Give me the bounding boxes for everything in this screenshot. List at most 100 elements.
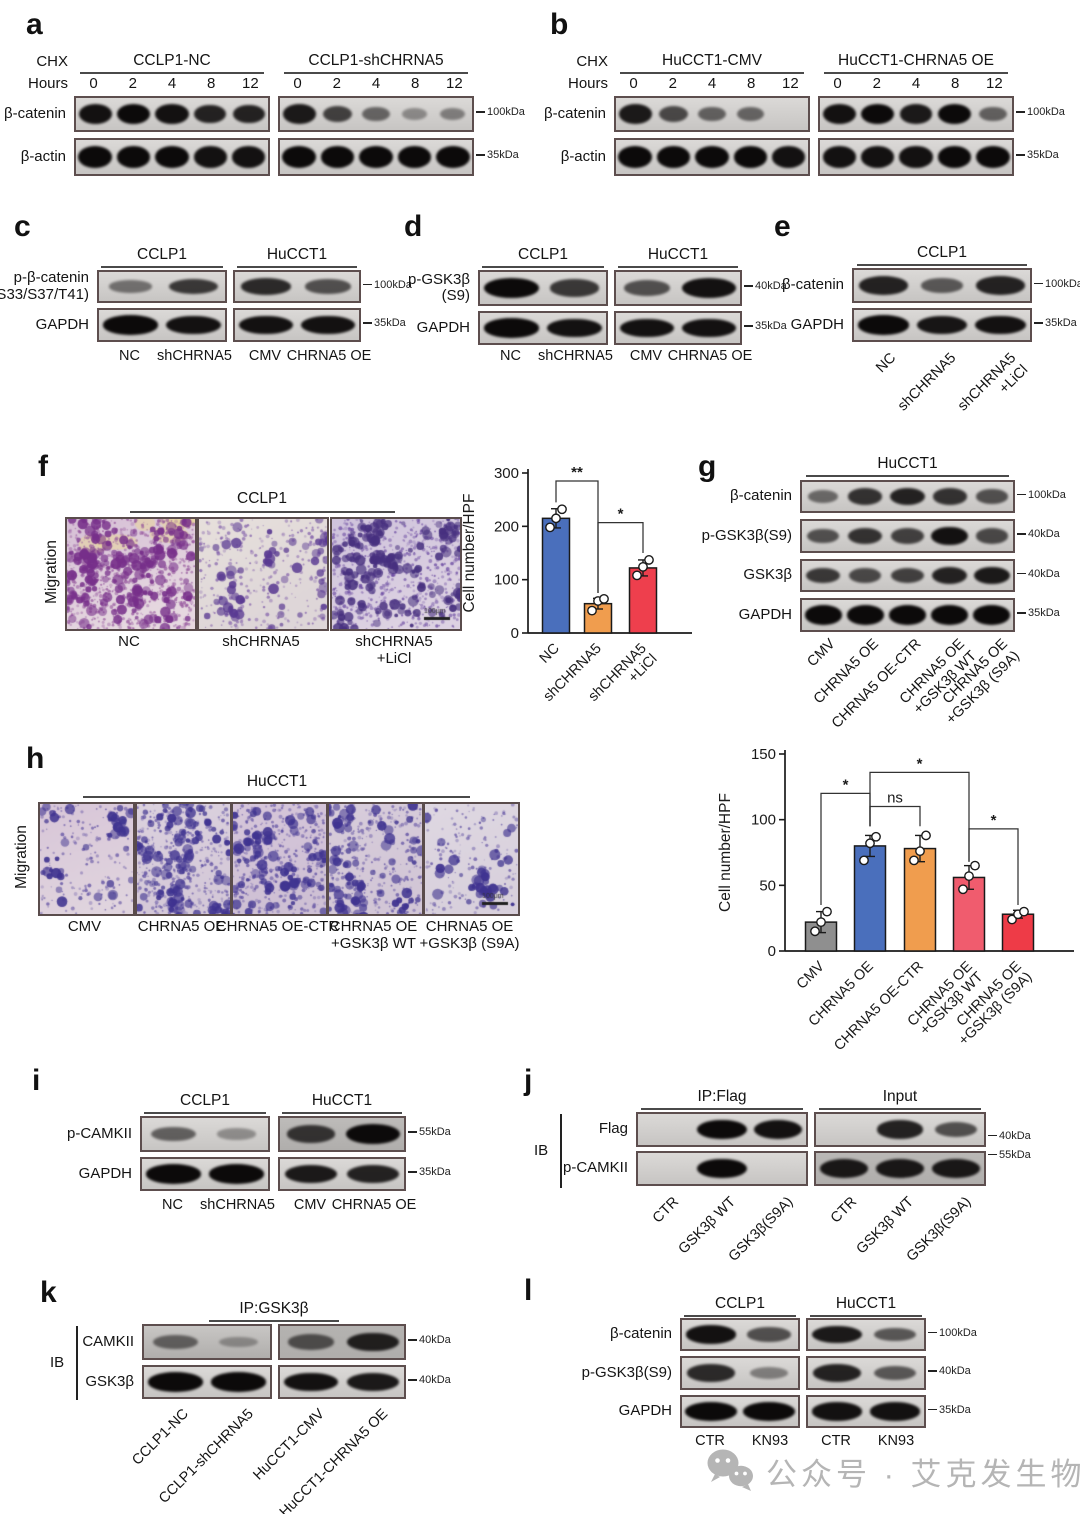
protein-band <box>876 1159 924 1178</box>
marker-tick <box>476 154 485 156</box>
protein-band <box>849 568 882 583</box>
svg-text:ns: ns <box>887 790 903 807</box>
protein-band <box>931 605 969 625</box>
lane-label: shCHRNA5 +LiCl <box>955 350 1032 415</box>
molecular-weight-marker: 35kDa <box>408 1166 451 1178</box>
ib-bracket-line <box>560 1114 562 1188</box>
ib-label: IB <box>50 1354 65 1371</box>
protein-band <box>812 1325 862 1344</box>
protein-band <box>620 318 674 338</box>
svg-text:*: * <box>917 755 923 772</box>
blot-box <box>278 138 474 176</box>
lane-label: CHRNA5 OE <box>667 348 753 364</box>
blot-box <box>278 1365 406 1399</box>
protein-band <box>282 146 317 168</box>
lane-label: CTR <box>649 1194 682 1227</box>
protein-band <box>891 528 924 544</box>
hour-tick: 0 <box>833 75 842 92</box>
molecular-weight-marker: 35kDa <box>1016 149 1059 161</box>
protein-band <box>116 146 151 168</box>
svg-text:Cell number/HPF: Cell number/HPF <box>461 494 478 613</box>
protein-band <box>682 318 736 338</box>
row-label: GAPDH <box>416 318 470 336</box>
protein-band <box>899 146 933 168</box>
protein-band <box>812 1364 862 1382</box>
migration-image-label: CMV <box>67 918 102 935</box>
hour-tick: 4 <box>911 75 921 92</box>
row-label: GAPDH <box>738 605 792 623</box>
protein-band <box>168 278 219 295</box>
blot-box <box>852 308 1032 342</box>
svg-text:300: 300 <box>494 465 519 482</box>
lane-label: NC <box>873 350 900 377</box>
molecular-weight-marker: 100kDa <box>928 1327 977 1339</box>
hours-label: Hours <box>567 75 608 92</box>
lane-label: CMV <box>248 348 282 364</box>
protein-band <box>78 146 113 168</box>
row-label: GAPDH <box>790 315 844 333</box>
blot-box <box>278 1324 406 1360</box>
molecular-weight-marker: 100kDa <box>1034 278 1080 290</box>
hour-tick: 8 <box>207 75 216 92</box>
protein-band <box>697 1119 747 1140</box>
svg-text:CMV: CMV <box>794 958 828 992</box>
group-title: HuCCT1 <box>647 246 709 263</box>
protein-band <box>286 1125 336 1143</box>
blot-box <box>97 308 227 342</box>
group-underline <box>100 266 224 269</box>
lane-label: shCHRNA5 <box>895 350 960 415</box>
group-title: HuCCT1-CHRNA5 OE <box>838 52 994 69</box>
molecular-weight-marker: 100kDa <box>1017 489 1066 501</box>
group-underline <box>823 72 1009 75</box>
lane-label: shCHRNA5 <box>157 348 232 364</box>
protein-band <box>976 489 1008 504</box>
protein-band <box>483 318 540 338</box>
blot-box <box>806 1395 926 1428</box>
blot-box <box>233 308 361 342</box>
blot-box <box>140 1116 270 1152</box>
protein-band <box>346 1372 400 1392</box>
protein-band <box>347 1332 399 1352</box>
migration-canvas <box>329 804 422 914</box>
protein-band <box>208 1164 265 1184</box>
row-label: p-CAMKII <box>66 1124 132 1142</box>
blot-box <box>74 138 270 176</box>
protein-band <box>750 1367 788 1379</box>
blot-box <box>614 96 810 132</box>
protein-band <box>848 527 883 545</box>
lane-label: CTR <box>827 1194 860 1227</box>
group-underline <box>641 1108 803 1111</box>
protein-band <box>397 146 432 168</box>
protein-band <box>975 146 1010 168</box>
blot-box <box>140 1157 270 1191</box>
group-underline <box>209 1320 339 1323</box>
marker-tick <box>928 1370 937 1372</box>
hour-tick: 2 <box>332 75 341 92</box>
migration-side-label: Migration <box>43 540 60 604</box>
watermark-text: 公众号 · 艾克发生物 <box>766 1456 1080 1492</box>
chx-label: CHX <box>576 53 608 70</box>
hour-tick: 12 <box>242 75 259 92</box>
panel-label-e: e <box>774 210 791 243</box>
molecular-weight-marker: 40kDa <box>988 1130 1031 1142</box>
lane-label: CHRNA5 OE <box>331 1197 417 1213</box>
marker-tick <box>744 285 753 287</box>
protein-band <box>155 146 189 168</box>
blot-box <box>814 1112 986 1147</box>
panel-label-d: d <box>404 210 423 243</box>
protein-band <box>623 280 671 296</box>
protein-band <box>435 146 470 168</box>
marker-tick <box>408 1339 417 1341</box>
row-label: β-catenin <box>730 487 792 505</box>
molecular-weight-marker: 35kDa <box>363 317 406 329</box>
svg-text:NC: NC <box>537 641 563 667</box>
ib-label: IB <box>534 1142 549 1159</box>
panel-label-f: f <box>38 450 48 483</box>
marker-tick <box>1034 282 1043 285</box>
panel-label-j: j <box>524 1064 533 1097</box>
group-title: CCLP1 <box>518 246 568 263</box>
blot-box <box>614 311 742 345</box>
